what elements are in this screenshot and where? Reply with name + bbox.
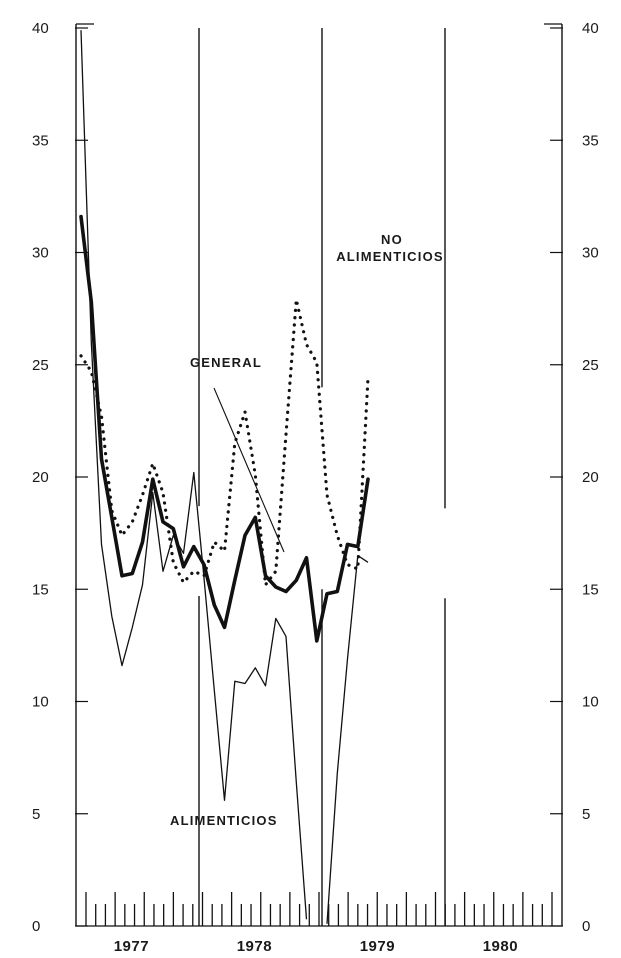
y-tick-label-right: 40 bbox=[582, 20, 599, 37]
y-tick-label-right: 35 bbox=[582, 132, 599, 149]
y-tick-label-left: 20 bbox=[32, 469, 49, 486]
y-tick-label-left: 35 bbox=[32, 132, 49, 149]
x-year-label: 1980 bbox=[483, 938, 518, 955]
y-tick-label-left: 15 bbox=[32, 581, 49, 598]
series-line-alimenticios bbox=[326, 554, 369, 924]
y-tick-label-right: 30 bbox=[582, 245, 599, 262]
y-tick-label-right: 15 bbox=[582, 581, 599, 598]
annotation-general-label: GENERAL bbox=[190, 355, 262, 370]
y-tick-label-left: 0 bbox=[32, 918, 40, 935]
y-tick-label-left: 30 bbox=[32, 245, 49, 262]
y-tick-label-left: 5 bbox=[32, 806, 40, 823]
series-line-alimenticios bbox=[80, 30, 308, 920]
annotation-alimenticios-label: ALIMENTICIOS bbox=[170, 813, 278, 828]
x-ticks-group: 1977 1978 1979 1980 bbox=[85, 892, 553, 955]
annotation-noalimenticios-line2: ALIMENTICIOS bbox=[336, 249, 444, 264]
x-year-label: 1978 bbox=[237, 938, 272, 955]
y-ticks-group: 0 0 5 5 10 10 15 15 20 20 25 25 30 30 35 35 40 40 bbox=[32, 20, 599, 935]
y-tick-label-left: 40 bbox=[32, 20, 49, 37]
x-year-label: 1977 bbox=[114, 938, 149, 955]
y-tick-label-right: 0 bbox=[582, 918, 590, 935]
axes-group bbox=[75, 23, 563, 927]
annotations-group: GENERAL NO ALIMENTICIOS ALIMENTICIOS bbox=[170, 232, 444, 828]
series-group bbox=[79, 30, 370, 924]
annotation-noalimenticios-line1: NO bbox=[381, 232, 403, 247]
y-tick-label-left: 10 bbox=[32, 694, 49, 711]
x-year-label: 1979 bbox=[360, 938, 395, 955]
y-tick-label-right: 20 bbox=[582, 469, 599, 486]
y-tick-label-right: 5 bbox=[582, 806, 590, 823]
series-line-no-alimenticios bbox=[79, 299, 370, 590]
y-tick-label-right: 25 bbox=[582, 357, 599, 374]
series-line-general bbox=[79, 214, 370, 643]
y-tick-label-right: 10 bbox=[582, 694, 599, 711]
y-tick-label-left: 25 bbox=[32, 357, 49, 374]
annotation-general-leader bbox=[213, 387, 285, 553]
